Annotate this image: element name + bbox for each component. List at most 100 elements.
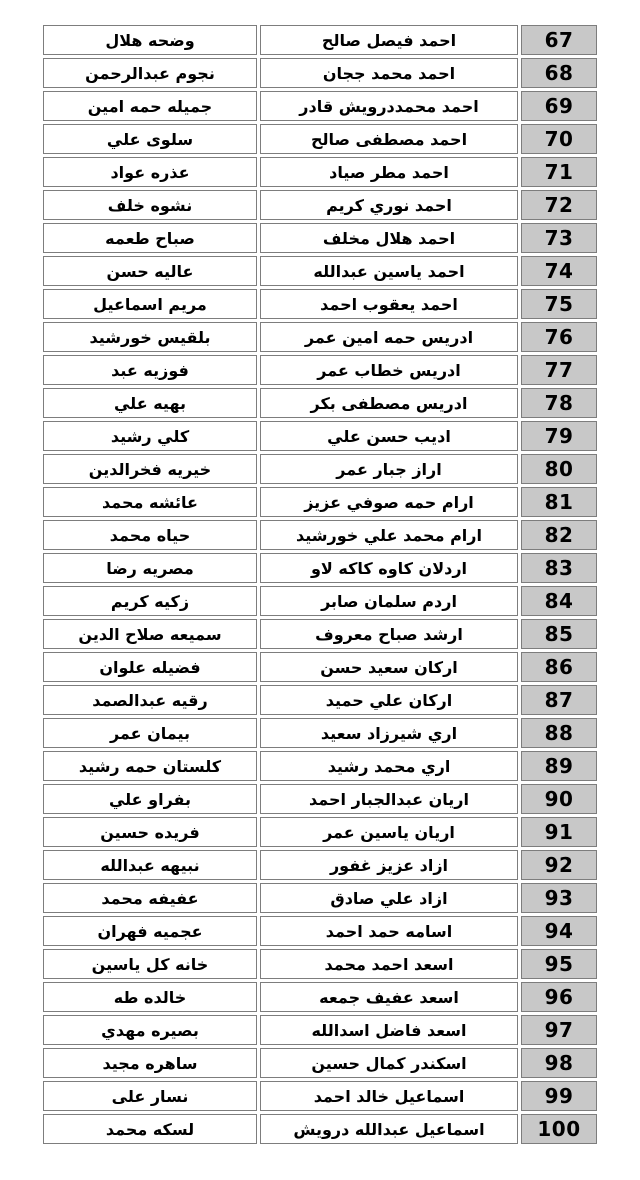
name-cell-secondary: ساهره مجيد [43,1048,257,1078]
table-row: 86 اركان سعيد حسن فضيله علوان [43,652,597,682]
table-row: 77 ادريس خطاب عمر فوزيه عبد [43,355,597,385]
name-cell-primary: اريان ياسين عمر [260,817,518,847]
table-row: 72 احمد نوري كريم نشوه خلف [43,190,597,220]
row-number-cell: 87 [521,685,597,715]
table-row: 69 احمد محمددرويش قادر جميله حمه امين [43,91,597,121]
name-cell-secondary: كلستان حمه رشيد [43,751,257,781]
row-number-cell: 68 [521,58,597,88]
name-cell-primary: ادريس حمه امين عمر [260,322,518,352]
row-number-cell: 93 [521,883,597,913]
row-number-cell: 67 [521,25,597,55]
row-number-cell: 100 [521,1114,597,1144]
table-row: 85 ارشد صباح معروف سميعه صلاح الدين [43,619,597,649]
table-row: 94 اسامه حمد احمد عجميه فهران [43,916,597,946]
name-cell-secondary: عفيفه محمد [43,883,257,913]
name-cell-secondary: بهيه علي [43,388,257,418]
row-number-cell: 90 [521,784,597,814]
row-number-cell: 89 [521,751,597,781]
name-cell-secondary: عجميه فهران [43,916,257,946]
table-row: 88 اري شيرزاد سعيد بيمان عمر [43,718,597,748]
name-cell-secondary: عذره عواد [43,157,257,187]
row-number-cell: 86 [521,652,597,682]
name-cell-secondary: لسكه محمد [43,1114,257,1144]
name-cell-secondary: خيريه فخرالدين [43,454,257,484]
table-row: 75 احمد يعقوب احمد مريم اسماعيل [43,289,597,319]
row-number-cell: 96 [521,982,597,1012]
row-number-cell: 74 [521,256,597,286]
name-cell-primary: ارام محمد علي خورشيد [260,520,518,550]
row-number-cell: 94 [521,916,597,946]
row-number-cell: 84 [521,586,597,616]
name-cell-primary: اسعد عفيف جمعه [260,982,518,1012]
name-cell-primary: احمد مصطفى صالح [260,124,518,154]
row-number-cell: 71 [521,157,597,187]
row-number-cell: 76 [521,322,597,352]
name-cell-primary: اردم سلمان صابر [260,586,518,616]
name-cell-secondary: وضحه هلال [43,25,257,55]
name-cell-primary: ازاد عزيز غفور [260,850,518,880]
table-row: 99 اسماعيل خالد احمد نسار على [43,1081,597,1111]
row-number-cell: 77 [521,355,597,385]
name-cell-secondary: بلقيس خورشيد [43,322,257,352]
table-row: 67 احمد فيصل صالح وضحه هلال [43,25,597,55]
names-table: 67 احمد فيصل صالح وضحه هلال 68 احمد محمد… [40,22,600,1147]
name-cell-secondary: فوزيه عبد [43,355,257,385]
name-cell-secondary: سميعه صلاح الدين [43,619,257,649]
name-cell-secondary: مريم اسماعيل [43,289,257,319]
name-cell-secondary: خانه كل ياسين [43,949,257,979]
row-number-cell: 98 [521,1048,597,1078]
name-cell-primary: احمد يعقوب احمد [260,289,518,319]
table-row: 80 اراز جبار عمر خيريه فخرالدين [43,454,597,484]
name-cell-primary: اريان عبدالجبار احمد [260,784,518,814]
table-row: 90 اريان عبدالجبار احمد بفراو علي [43,784,597,814]
table-row: 82 ارام محمد علي خورشيد حياه محمد [43,520,597,550]
table-row: 97 اسعد فاضل اسدالله بصيره مهدي [43,1015,597,1045]
table-row: 79 اديب حسن علي كلي رشيد [43,421,597,451]
table-row: 74 احمد ياسين عبدالله عاليه حسن [43,256,597,286]
name-cell-primary: اسماعيل عبدالله درويش [260,1114,518,1144]
name-cell-primary: اسماعيل خالد احمد [260,1081,518,1111]
name-cell-secondary: نجوم عبدالرحمن [43,58,257,88]
name-cell-secondary: عاليه حسن [43,256,257,286]
name-cell-primary: ادريس خطاب عمر [260,355,518,385]
name-cell-secondary: جميله حمه امين [43,91,257,121]
name-cell-primary: احمد نوري كريم [260,190,518,220]
name-cell-secondary: نبيهه عبدالله [43,850,257,880]
name-cell-secondary: مصريه رضا [43,553,257,583]
table-row: 98 اسكندر كمال حسين ساهره مجيد [43,1048,597,1078]
name-cell-secondary: فضيله علوان [43,652,257,682]
row-number-cell: 79 [521,421,597,451]
row-number-cell: 75 [521,289,597,319]
table-row: 70 احمد مصطفى صالح سلوى علي [43,124,597,154]
row-number-cell: 72 [521,190,597,220]
names-table-container: 67 احمد فيصل صالح وضحه هلال 68 احمد محمد… [40,22,600,1147]
name-cell-primary: ادريس مصطفى بكر [260,388,518,418]
name-cell-primary: اديب حسن علي [260,421,518,451]
table-row: 93 ازاد علي صادق عفيفه محمد [43,883,597,913]
name-cell-primary: احمد فيصل صالح [260,25,518,55]
name-cell-secondary: بفراو علي [43,784,257,814]
name-cell-secondary: نسار على [43,1081,257,1111]
name-cell-primary: اسعد احمد محمد [260,949,518,979]
row-number-cell: 95 [521,949,597,979]
name-cell-secondary: بيمان عمر [43,718,257,748]
table-row: 96 اسعد عفيف جمعه خالده طه [43,982,597,1012]
name-cell-primary: اركان سعيد حسن [260,652,518,682]
name-cell-secondary: حياه محمد [43,520,257,550]
row-number-cell: 97 [521,1015,597,1045]
name-cell-secondary: صباح طعمه [43,223,257,253]
name-cell-primary: اسكندر كمال حسين [260,1048,518,1078]
name-cell-primary: اري شيرزاد سعيد [260,718,518,748]
table-row: 76 ادريس حمه امين عمر بلقيس خورشيد [43,322,597,352]
names-table-body: 67 احمد فيصل صالح وضحه هلال 68 احمد محمد… [43,25,597,1144]
name-cell-secondary: زكيه كريم [43,586,257,616]
name-cell-primary: احمد محمد ججان [260,58,518,88]
name-cell-primary: ارام حمه صوفي عزيز [260,487,518,517]
name-cell-primary: ارشد صباح معروف [260,619,518,649]
table-row: 73 احمد هلال مخلف صباح طعمه [43,223,597,253]
table-row: 91 اريان ياسين عمر فريده حسين [43,817,597,847]
name-cell-primary: اسعد فاضل اسدالله [260,1015,518,1045]
row-number-cell: 85 [521,619,597,649]
name-cell-primary: احمد مطر صياد [260,157,518,187]
table-row: 71 احمد مطر صياد عذره عواد [43,157,597,187]
